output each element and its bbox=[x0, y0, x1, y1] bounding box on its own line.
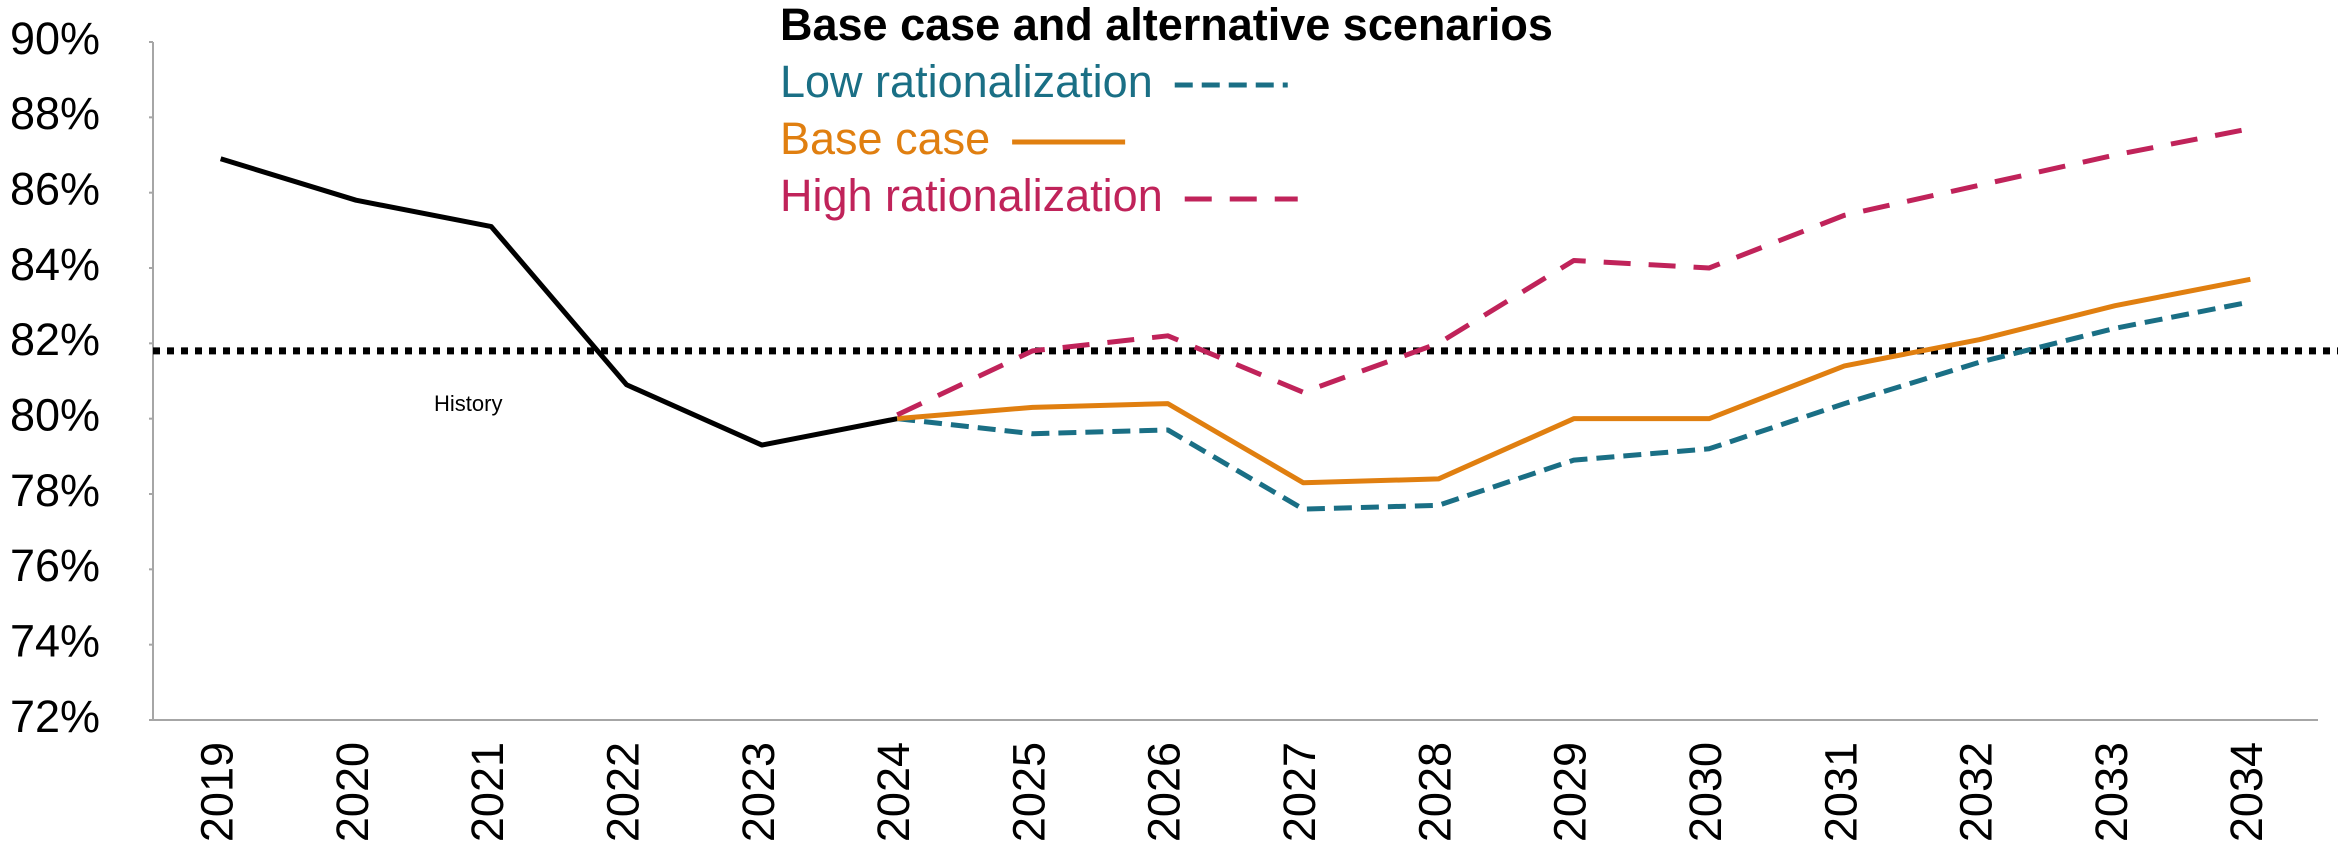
x-tick-label: 2026 bbox=[1139, 742, 1190, 842]
x-tick-label: 2029 bbox=[1545, 742, 1596, 842]
y-tick-label: 72% bbox=[10, 691, 100, 742]
x-tick-label: 2019 bbox=[192, 742, 243, 842]
series-line bbox=[896, 126, 2251, 418]
y-tick-label: 78% bbox=[10, 465, 100, 516]
x-tick-label: 2025 bbox=[1003, 742, 1054, 842]
series-line bbox=[897, 276, 2251, 486]
legend-label: High rationalization bbox=[780, 170, 1163, 221]
chart-title: Base case and alternative scenarios bbox=[780, 0, 1553, 50]
series-line bbox=[896, 299, 2251, 512]
series-line bbox=[219, 156, 898, 448]
y-tick-label: 82% bbox=[10, 314, 100, 365]
legend-label: Base case bbox=[780, 113, 990, 164]
y-tick-label: 86% bbox=[10, 164, 100, 215]
x-tick-label: 2031 bbox=[1815, 742, 1866, 842]
x-tick-label: 2020 bbox=[327, 742, 378, 842]
y-tick-label: 88% bbox=[10, 88, 100, 139]
x-tick-label: 2032 bbox=[1951, 742, 2002, 842]
x-tick-label: 2023 bbox=[733, 742, 784, 842]
y-tick-label: 76% bbox=[10, 540, 100, 591]
y-tick-label: 84% bbox=[10, 239, 100, 290]
annotation: History bbox=[434, 391, 502, 416]
x-tick-label: 2024 bbox=[868, 742, 919, 842]
y-tick-label: 90% bbox=[10, 13, 100, 64]
legend-label: Low rationalization bbox=[780, 56, 1153, 107]
y-tick-label: 74% bbox=[10, 616, 100, 667]
x-tick-label: 2033 bbox=[2086, 742, 2137, 842]
x-tick-label: 2021 bbox=[462, 742, 513, 842]
x-tick-label: 2030 bbox=[1680, 742, 1731, 842]
x-tick-label: 2027 bbox=[1274, 742, 1325, 842]
x-tick-label: 2034 bbox=[2221, 742, 2272, 842]
x-tick-label: 2022 bbox=[597, 742, 648, 842]
x-tick-label: 2028 bbox=[1409, 742, 1460, 842]
y-tick-label: 80% bbox=[10, 390, 100, 441]
